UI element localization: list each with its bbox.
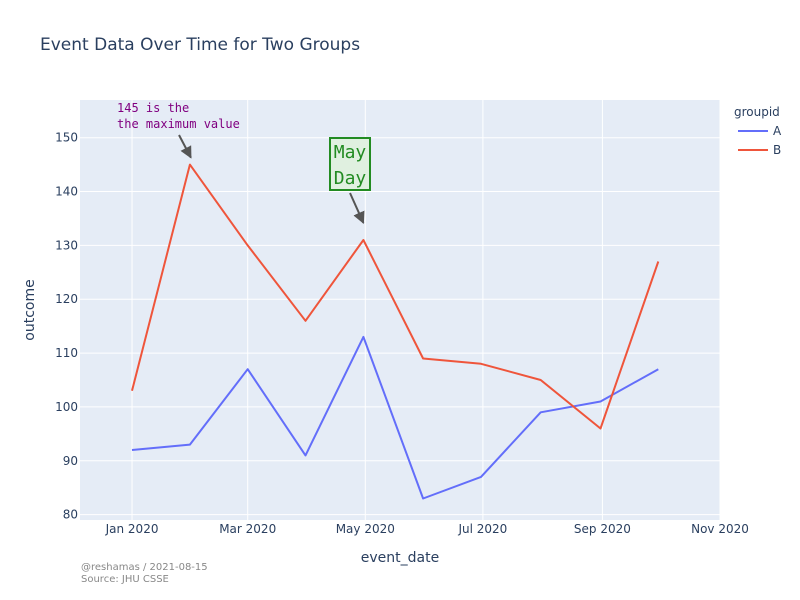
y-tick-label: 150 <box>55 131 78 145</box>
series-line-A <box>131 335 659 500</box>
series-lines <box>131 163 660 500</box>
y-tick-label: 140 <box>55 185 78 199</box>
annotation-may-day-text: Day <box>334 168 367 189</box>
x-axis-label: event_date <box>361 550 439 566</box>
annotation-max-arrow <box>178 134 192 159</box>
x-tick-label: Jan 2020 <box>105 522 159 536</box>
x-axis-ticks: Jan 2020 Mar 2020 May 2020 Jul 2020 Sep 2020… <box>105 522 749 536</box>
y-tick-label: 120 <box>55 292 78 306</box>
y-tick-label: 90 <box>63 454 78 468</box>
annotation-may-day-box <box>329 137 371 191</box>
legend-label: A <box>773 124 782 138</box>
x-tick-label: May 2020 <box>336 522 395 536</box>
annotation-may-day-arrow <box>349 192 365 224</box>
y-tick-label: 100 <box>55 400 78 414</box>
chart-title: Event Data Over Time for Two Groups <box>40 35 360 55</box>
series-line-B <box>131 163 660 430</box>
footer-source: Source: JHU CSSE <box>81 574 169 585</box>
y-axis-ticks: 80 90 100 110 120 130 140 150 <box>55 131 78 522</box>
legend-title: groupid <box>734 105 780 119</box>
plot-area <box>80 100 720 520</box>
y-tick-label: 130 <box>55 238 78 252</box>
annotations: 145 is the the maximum value May Day <box>117 101 371 224</box>
y-tick-label: 110 <box>55 346 78 360</box>
annotation-may-day-text: May <box>334 142 367 163</box>
legend: groupid AB <box>734 105 782 157</box>
x-tick-label: Mar 2020 <box>219 522 276 536</box>
footer-credit: @reshamas / 2021-08-15 <box>81 562 208 573</box>
annotation-max-text: 145 is the <box>117 101 189 115</box>
annotation-max-text: the maximum value <box>117 117 240 131</box>
x-tick-label: Jul 2020 <box>457 522 507 536</box>
x-tick-label: Nov 2020 <box>691 522 749 536</box>
legend-label: B <box>773 143 781 157</box>
y-axis-label: outcome <box>22 279 38 340</box>
y-tick-label: 80 <box>63 508 78 522</box>
x-tick-label: Sep 2020 <box>574 522 631 536</box>
